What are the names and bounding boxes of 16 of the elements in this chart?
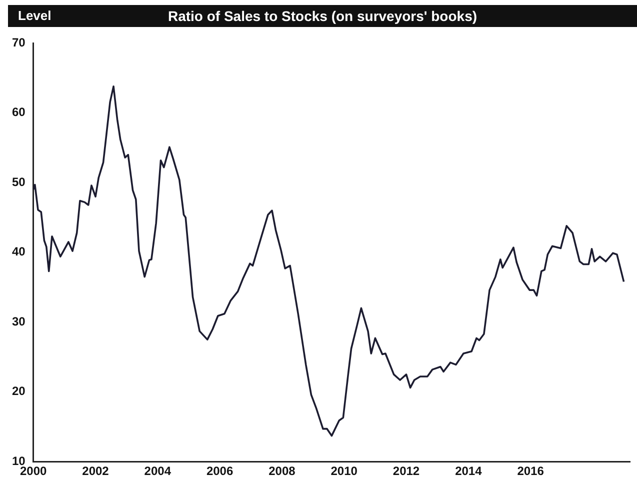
y-tick-label: 30 <box>12 314 26 328</box>
x-tick-label: 2014 <box>455 464 482 478</box>
x-tick-label: 2008 <box>268 464 296 478</box>
y-tick-label: 60 <box>12 105 26 120</box>
y-axis-title: Level <box>18 8 52 23</box>
x-tick-label: 2012 <box>392 464 420 478</box>
x-tick-label: 2004 <box>144 464 172 478</box>
y-tick-label: 50 <box>12 174 26 189</box>
x-tick-label: 2006 <box>206 464 234 478</box>
y-tick-label: 70 <box>12 36 26 50</box>
x-tick-label: 2002 <box>82 464 110 478</box>
chart-title: Ratio of Sales to Stocks (on surveyors' books) <box>168 8 478 24</box>
x-tick-label: 2010 <box>330 464 358 478</box>
x-tick-label: 2016 <box>517 464 544 478</box>
y-tick-label: 20 <box>12 384 26 398</box>
y-tick-label: 40 <box>12 244 26 259</box>
